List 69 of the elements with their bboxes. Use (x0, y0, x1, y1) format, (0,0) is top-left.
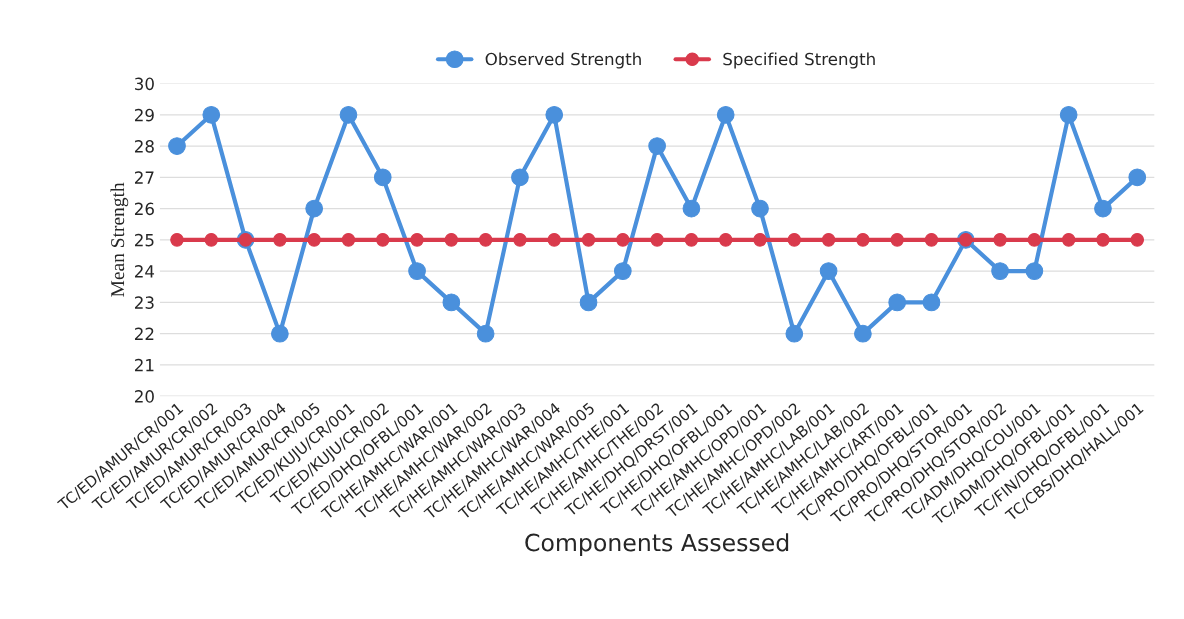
point (341, 233, 356, 247)
point (1025, 262, 1044, 280)
point (1130, 233, 1145, 247)
point (1094, 199, 1112, 218)
point (410, 233, 424, 247)
point (375, 233, 390, 247)
point (204, 233, 219, 247)
legend-label: Observed Strength (485, 52, 641, 69)
point (922, 293, 941, 312)
point (821, 233, 836, 247)
point (1128, 168, 1147, 187)
point (547, 233, 561, 247)
point (444, 233, 459, 247)
point (753, 233, 767, 247)
point (581, 233, 596, 247)
point (1061, 233, 1076, 247)
point (513, 233, 527, 247)
point (888, 293, 907, 312)
point (991, 262, 1009, 280)
y-tick-label: 28 (134, 140, 154, 153)
y-tick-label: 21 (134, 358, 154, 372)
point (339, 105, 358, 124)
point (819, 262, 838, 280)
y-tick-label: 30 (135, 77, 154, 91)
point (168, 137, 186, 155)
point (785, 324, 804, 343)
point (787, 233, 802, 247)
point (1096, 233, 1110, 247)
point (511, 168, 529, 187)
legend-label: Specified Strength (723, 52, 875, 69)
y-tick-label: 23 (134, 296, 154, 309)
y-tick-label: 25 (134, 233, 154, 247)
point (478, 233, 493, 247)
point (616, 233, 630, 247)
point (1027, 233, 1042, 247)
y-tick-label: 29 (134, 108, 154, 122)
point (408, 262, 426, 280)
y-tick-label: 24 (134, 265, 155, 278)
point (442, 293, 461, 312)
point (307, 233, 321, 247)
point (545, 105, 564, 124)
y-tick-label: 27 (134, 171, 154, 184)
point (1059, 105, 1078, 124)
point (305, 199, 324, 218)
point (924, 233, 939, 247)
point (854, 324, 872, 343)
y-tick-label: 20 (134, 390, 154, 403)
point (648, 137, 666, 155)
point (271, 324, 289, 343)
point (170, 233, 184, 247)
point (373, 168, 392, 187)
point (579, 293, 598, 312)
point (718, 233, 733, 247)
point (476, 324, 495, 343)
point (993, 233, 1007, 247)
point (682, 199, 701, 218)
point (650, 233, 664, 247)
y-tick-label: 22 (134, 327, 154, 340)
point (202, 105, 221, 124)
y-tick-label: 26 (134, 202, 154, 216)
point (273, 233, 287, 247)
y-axis-title: Mean Strength (110, 182, 129, 297)
point (684, 233, 699, 247)
point (613, 262, 632, 280)
point (751, 199, 769, 218)
x-axis-title: Components Assessed (525, 533, 789, 557)
point (890, 233, 904, 247)
point (856, 233, 870, 247)
point (716, 105, 735, 124)
